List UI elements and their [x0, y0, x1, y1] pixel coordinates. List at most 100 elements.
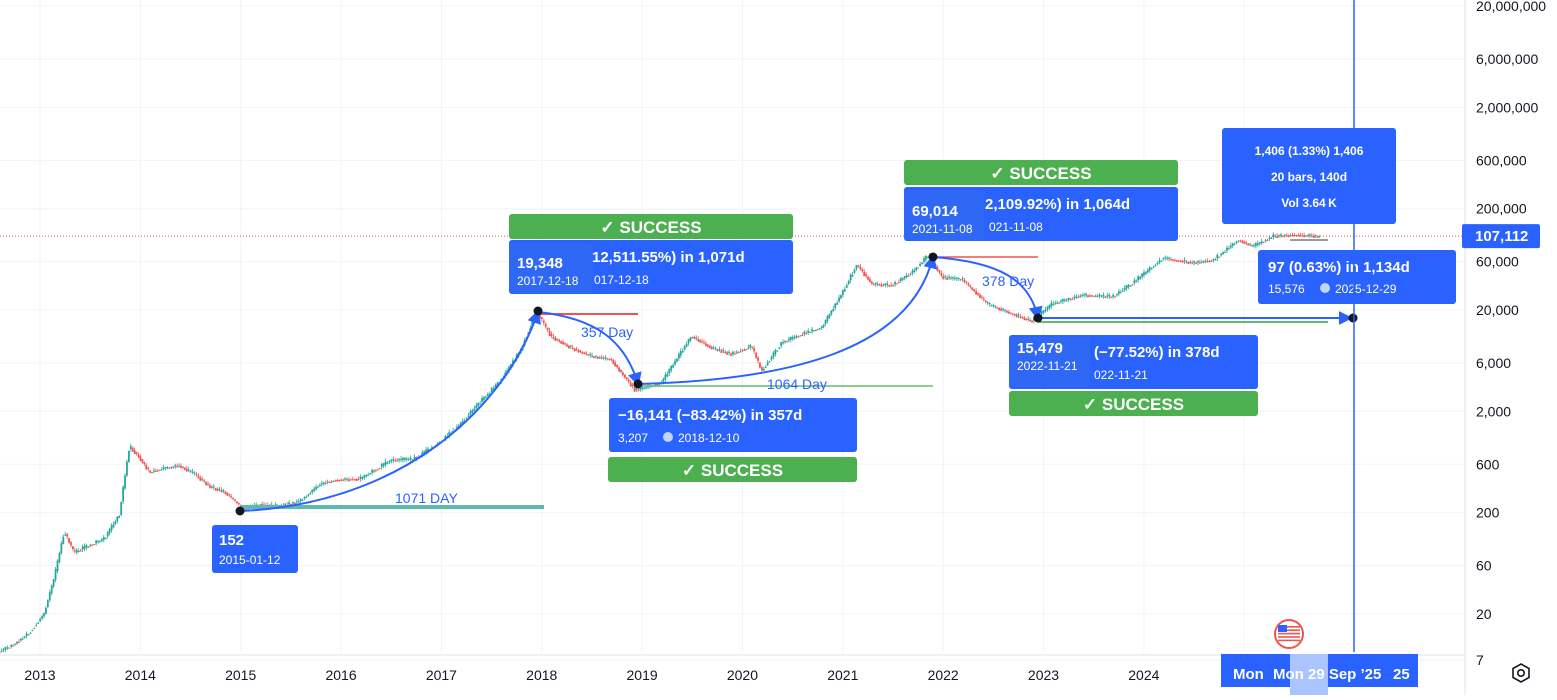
candle-body — [166, 467, 169, 469]
candle-body — [407, 459, 410, 461]
candle-body — [1137, 276, 1140, 281]
candle-body — [672, 365, 675, 368]
candle-body — [1305, 235, 1307, 237]
candle-body — [1282, 235, 1284, 237]
candle-body — [1260, 241, 1263, 244]
candle-body — [751, 346, 754, 348]
candle-body — [1287, 235, 1290, 238]
candle-body — [1218, 256, 1221, 258]
candle-body — [1021, 317, 1024, 319]
candle-body — [6, 647, 9, 649]
candle-body — [452, 430, 455, 433]
candle-body — [627, 379, 630, 382]
candle-body — [793, 336, 796, 339]
candle-body — [1187, 262, 1190, 264]
candle-body — [311, 489, 314, 493]
candle-body — [784, 340, 786, 343]
candle-body — [77, 550, 80, 552]
candle-body — [365, 474, 368, 477]
candle-body — [1098, 294, 1101, 296]
candle-body — [313, 488, 316, 491]
candle-body — [81, 546, 84, 550]
x-axis[interactable]: 2013 2014 2015 2016 2017 2018 2019 2020 2021 2022… — [24, 654, 1418, 695]
candle-body — [222, 490, 225, 492]
candle-body — [957, 278, 960, 280]
candle-body — [1291, 235, 1294, 237]
candle-body — [996, 307, 999, 309]
candle-body — [714, 347, 717, 349]
candle-body — [872, 284, 875, 286]
y-tick-label: 200 — [1476, 505, 1500, 521]
candle-body — [706, 344, 709, 347]
candle-body — [909, 273, 912, 275]
candle-body — [1185, 261, 1188, 263]
candle-body — [459, 422, 462, 426]
candle-body — [97, 541, 99, 543]
candle-body — [1289, 235, 1292, 237]
candle-body — [1297, 235, 1300, 237]
candle-body — [413, 457, 416, 459]
candle-body — [367, 474, 370, 476]
y-tick-label: 2,000,000 — [1476, 99, 1538, 115]
candle-body — [822, 324, 825, 328]
candle-body — [70, 542, 72, 546]
candle-body — [556, 338, 559, 340]
x-tick-label: 2021 — [827, 667, 858, 683]
candle-body — [469, 411, 472, 415]
x-tick-label: 2020 — [727, 667, 758, 683]
candle-body — [1170, 259, 1172, 261]
candle-body — [759, 362, 761, 368]
candle-body — [870, 281, 873, 284]
candle-body — [1145, 272, 1147, 274]
candle-body — [616, 364, 619, 368]
candle-body — [610, 359, 613, 361]
candle-body — [961, 278, 964, 280]
candle-body — [677, 353, 680, 359]
candle-body — [153, 470, 155, 472]
candle-body — [593, 356, 595, 358]
candle-body — [1123, 287, 1126, 290]
candle-body — [901, 277, 904, 280]
candle-body — [299, 499, 302, 502]
candle-body — [50, 585, 53, 594]
clock-icon — [663, 432, 673, 442]
candle-body — [33, 628, 36, 630]
candle-body — [0, 651, 3, 653]
candle-body — [1009, 312, 1012, 314]
candle-body — [23, 636, 26, 638]
candle-body — [948, 276, 950, 278]
candle-body — [766, 362, 769, 366]
candle-body — [1017, 314, 1020, 316]
candle-body — [187, 469, 190, 471]
candle-body — [1102, 294, 1105, 297]
candle-body — [363, 475, 366, 478]
y-axis[interactable]: 20,000,000 6,000,000 2,000,000 600,000 200,0… — [1462, 0, 1546, 668]
candle-body — [1172, 259, 1174, 261]
candle-body — [859, 266, 862, 270]
candle-body — [1175, 260, 1178, 262]
pivot-point — [1033, 313, 1043, 323]
settings-icon[interactable] — [1510, 662, 1532, 684]
candle-body — [1106, 295, 1109, 297]
top-2021-date: 2021-11-08 — [912, 222, 973, 236]
candle-body — [1206, 261, 1209, 263]
success-2021 — [904, 160, 1178, 185]
candle-body — [203, 480, 206, 482]
candle-body — [755, 352, 757, 358]
x-tick-label: 2015 — [225, 667, 256, 683]
candle-body — [371, 470, 373, 473]
candle-body — [662, 378, 665, 383]
candle-body — [479, 403, 482, 405]
candle-body — [1293, 235, 1296, 237]
candle-body — [305, 496, 308, 498]
candle-body — [143, 462, 146, 464]
candle-body — [863, 271, 866, 277]
success-2021-text: ✓ SUCCESS — [990, 164, 1091, 183]
candle-body — [869, 279, 871, 282]
y-tick-label: 7 — [1476, 652, 1484, 668]
candle-body — [977, 292, 979, 295]
candle-body — [681, 350, 684, 353]
candle-body — [425, 449, 427, 453]
